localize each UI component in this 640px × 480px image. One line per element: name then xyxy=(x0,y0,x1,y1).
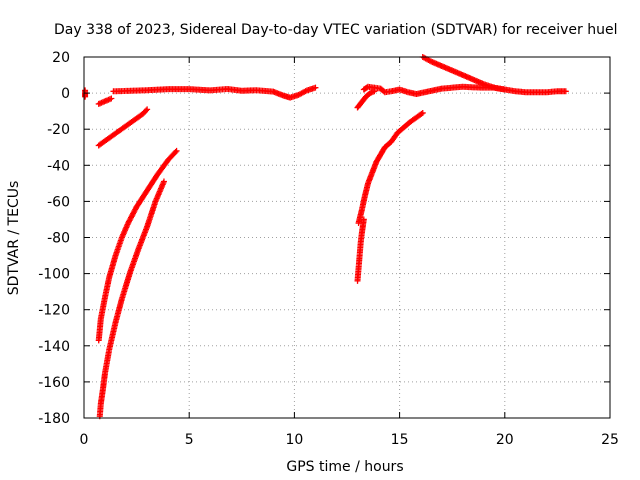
x-tick-label: 0 xyxy=(80,432,89,448)
data-point xyxy=(108,95,115,102)
data-series-5 xyxy=(95,147,180,344)
y-tick-label: -60 xyxy=(47,194,70,210)
data-point xyxy=(173,147,180,154)
data-point xyxy=(172,148,179,155)
y-tick-label: -80 xyxy=(47,231,70,247)
chart-title: Day 338 of 2023, Sidereal Day-to-day VTE… xyxy=(54,22,617,38)
y-tick-label: -160 xyxy=(38,375,70,391)
x-axis: 0 5 10 15 20 25 xyxy=(80,57,619,448)
data-series-10 xyxy=(360,83,569,98)
data-series-9 xyxy=(354,88,378,111)
data-series-3 xyxy=(95,106,151,149)
data-point xyxy=(418,110,425,117)
data-series-4 xyxy=(110,84,319,101)
x-tick-label: 5 xyxy=(185,432,194,448)
data-series-1 xyxy=(82,87,89,100)
data-point xyxy=(144,106,151,113)
data-point xyxy=(160,178,167,185)
x-tick-label: 15 xyxy=(391,432,409,448)
y-tick-label: -100 xyxy=(38,267,70,283)
x-tick-label: 10 xyxy=(285,432,303,448)
x-axis-label: GPS time / hours xyxy=(286,459,403,475)
data-series-7 xyxy=(354,216,367,284)
data-series-11 xyxy=(419,54,508,93)
data-point xyxy=(143,107,150,114)
data-point xyxy=(312,84,319,91)
y-axis-label: SDTVAR / TECUs xyxy=(6,181,22,296)
y-tick-label: -40 xyxy=(47,158,70,174)
y-tick-label: -140 xyxy=(38,339,70,355)
x-tick-label: 20 xyxy=(496,432,514,448)
y-tick-label: -20 xyxy=(47,122,70,138)
y-tick-label: -180 xyxy=(38,411,70,427)
data-series-8 xyxy=(355,109,426,227)
data-points xyxy=(82,54,569,420)
y-tick-label: 0 xyxy=(61,86,70,102)
data-point xyxy=(562,88,569,95)
plot-frame xyxy=(83,56,611,419)
data-series-6 xyxy=(96,178,167,420)
data-series-2 xyxy=(95,95,115,107)
data-point xyxy=(82,93,89,100)
y-tick-label: -120 xyxy=(38,303,70,319)
y-axis: 20 0 -20 -40 -60 -80 -100 -120 -140 -160 -180 xyxy=(38,50,610,427)
y-tick-label: 20 xyxy=(52,50,70,66)
x-tick-label: 25 xyxy=(601,432,619,448)
grid xyxy=(84,57,610,418)
data-point xyxy=(501,86,508,93)
data-point xyxy=(419,109,426,116)
